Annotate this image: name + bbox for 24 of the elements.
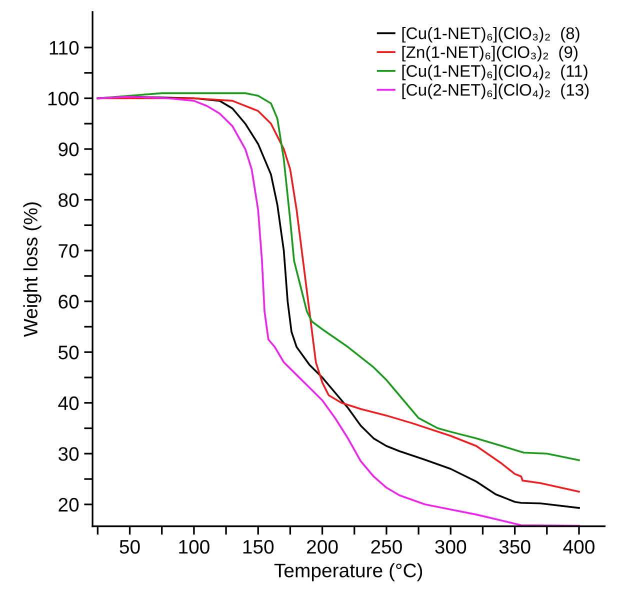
x-tick-label: 100	[179, 540, 210, 554]
legend-label: [Cu(2-NET)₆](ClO₄)₂ (13)	[402, 84, 589, 100]
x-tick-label: 400	[563, 540, 594, 554]
y-tick-label: 100	[48, 92, 79, 106]
y-tick-label: 30	[58, 447, 79, 461]
legend-label: [Zn(1-NET)₆](ClO₃)₂ (9)	[402, 46, 578, 62]
x-tick-label: 250	[371, 540, 402, 554]
y-tick-label: 90	[58, 142, 79, 156]
y-tick-label: 70	[58, 244, 79, 258]
x-tick-label: 300	[435, 540, 466, 554]
y-tick-label: 60	[58, 294, 79, 309]
y-tick-label: 40	[58, 396, 79, 410]
y-tick-label: 80	[58, 193, 79, 208]
y-axis-title: Weight loss (%)	[23, 202, 42, 337]
y-tick-label: 50	[58, 346, 79, 360]
x-tick-label: 200	[307, 540, 338, 554]
legend-label: [Cu(1-NET)₆](ClO₄)₂ (11)	[402, 64, 588, 80]
x-tick-label: 50	[120, 540, 140, 554]
y-tick-label: 110	[50, 40, 79, 55]
x-tick-label: 350	[499, 540, 530, 554]
x-tick-label: 150	[243, 540, 274, 554]
legend-label: [Cu(1-NET)₆](ClO₃)₂ (8)	[402, 26, 580, 42]
y-tick-label: 20	[58, 498, 79, 512]
x-axis-title: Temperature (°C)	[274, 563, 422, 582]
